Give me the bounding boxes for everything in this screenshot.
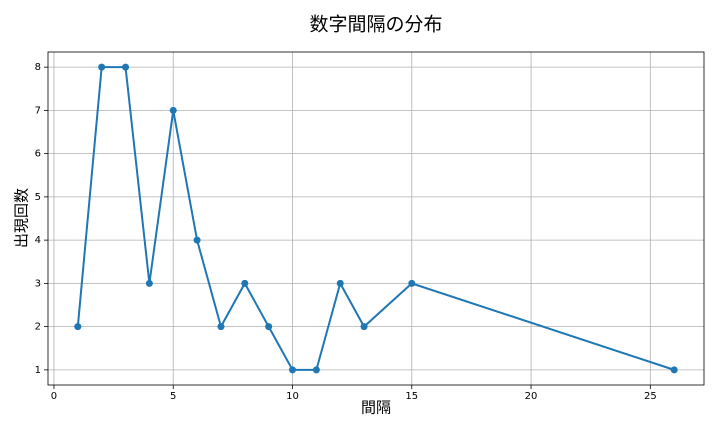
data-point: [122, 63, 130, 71]
y-tick-label: 6: [35, 149, 41, 160]
x-axis-label: 間隔: [361, 399, 391, 417]
chart-title: 数字間隔の分布: [309, 14, 442, 36]
data-point: [360, 323, 368, 331]
y-tick-label: 4: [35, 235, 41, 246]
data-point: [670, 366, 678, 374]
y-tick-label: 7: [35, 105, 41, 116]
x-tick-label: 10: [286, 391, 299, 402]
x-tick-label: 0: [51, 391, 57, 402]
y-tick-label: 3: [35, 278, 41, 289]
y-axis-label: 出現回数: [13, 188, 31, 248]
data-point: [241, 279, 249, 287]
data-point: [408, 279, 416, 287]
data-point: [217, 323, 225, 331]
x-tick-label: 25: [644, 391, 657, 402]
data-point: [289, 366, 297, 374]
data-point: [145, 279, 153, 287]
y-tick-label: 2: [35, 322, 41, 333]
data-point: [169, 106, 177, 114]
y-tick-label: 1: [35, 365, 41, 376]
data-point: [336, 279, 344, 287]
plot-frame: [47, 51, 705, 386]
x-tick-label: 15: [405, 391, 418, 402]
data-point: [265, 323, 273, 331]
data-point: [193, 236, 201, 244]
x-tick-label: 20: [525, 391, 538, 402]
x-tick-label: 5: [170, 391, 176, 402]
y-tick-label: 8: [35, 62, 41, 73]
y-tick-label: 5: [35, 192, 41, 203]
data-point: [98, 63, 106, 71]
data-point: [312, 366, 320, 374]
data-point: [74, 323, 82, 331]
